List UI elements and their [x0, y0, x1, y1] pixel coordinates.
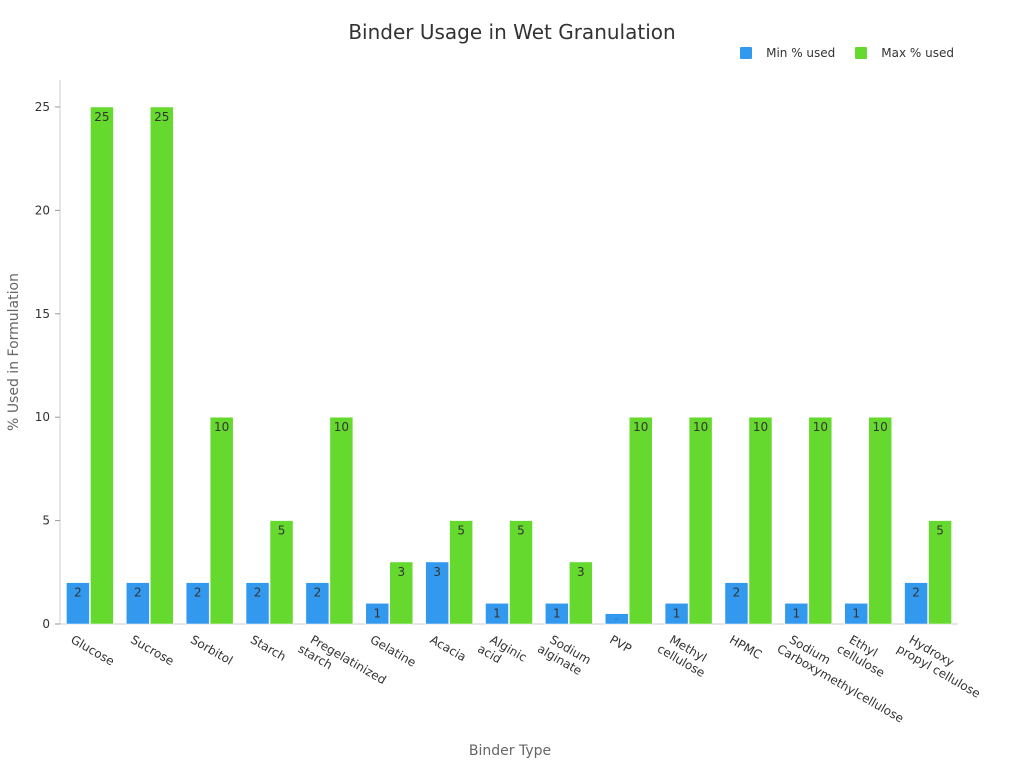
data-label: 2: [314, 586, 322, 600]
data-label: 25: [94, 110, 109, 124]
bar-max: [389, 561, 414, 625]
bar-max: [90, 106, 114, 625]
x-tick-label-line: Acacia: [428, 632, 469, 664]
data-label: 10: [214, 420, 229, 434]
x-tick-label-line: PVP: [607, 632, 634, 655]
x-tick-label: Sucrose: [128, 632, 176, 668]
bar-max: [209, 416, 234, 625]
y-tick-label: 5: [42, 514, 50, 528]
bar-max: [449, 520, 473, 625]
x-tick-label: Ethylcellulose: [835, 629, 895, 680]
legend-swatch-min: [740, 47, 753, 59]
legend-item-min[interactable]: Min % used: [740, 46, 835, 60]
bar-max: [329, 416, 354, 625]
x-axis-title: Binder Type: [469, 743, 551, 759]
data-label: 3: [433, 565, 441, 579]
data-label: 2: [74, 586, 82, 600]
bar-min: [425, 561, 449, 625]
data-label: 1: [553, 606, 561, 620]
legend-label-max: Max % used: [881, 46, 954, 60]
bar-min: [904, 582, 928, 625]
data-label: 5: [278, 524, 286, 538]
bar-max: [868, 416, 892, 625]
bar-min: [365, 603, 390, 625]
data-label: 1: [373, 606, 381, 620]
chart-title: Binder Usage in Wet Granulation: [348, 20, 676, 44]
data-label: 3: [577, 565, 585, 579]
legend-item-max[interactable]: Max % used: [855, 46, 954, 60]
x-tick-label-line: Sorbitol: [188, 632, 235, 667]
bar-max: [509, 520, 533, 625]
x-tick-label: Starch: [248, 632, 288, 663]
x-tick-label: Gelatine: [368, 632, 419, 669]
bar-min: [545, 603, 569, 625]
legend: Min % used Max % used: [740, 46, 954, 60]
x-tick-label: Methylcellulose: [655, 629, 715, 680]
x-tick-label: Acacia: [428, 632, 469, 664]
bar-min: [126, 582, 150, 625]
x-tick-label: Sodiumalginate: [535, 629, 593, 679]
data-label: 2: [254, 586, 262, 600]
bar-max: [748, 416, 773, 625]
bar-min: [305, 582, 330, 625]
data-label: 2: [912, 586, 920, 600]
data-label: 2: [134, 586, 142, 600]
x-tick-label: Hydroxypropyl cellulose: [894, 629, 989, 700]
data-label: 10: [873, 420, 888, 434]
data-label: 25: [154, 110, 169, 124]
bar-max: [628, 416, 653, 625]
data-label: 1: [673, 606, 681, 620]
data-label: 5: [936, 524, 944, 538]
y-tick-label: 10: [35, 410, 50, 424]
data-label: 10: [753, 420, 768, 434]
bar-min: [485, 603, 509, 625]
x-tick-label-line: Glucose: [68, 632, 116, 668]
data-label: 10: [334, 420, 349, 434]
data-label: 10: [813, 420, 828, 434]
data-label: 1: [793, 606, 801, 620]
bar-min: [784, 603, 809, 625]
data-label: 1: [493, 606, 501, 620]
x-tick-label-line: Starch: [248, 632, 288, 663]
y-tick-label: 25: [35, 100, 50, 114]
bar-max: [269, 520, 294, 625]
bar-min: [185, 582, 210, 625]
data-label: 10: [633, 420, 648, 434]
data-label: 10: [693, 420, 708, 434]
y-tick-label: 20: [35, 203, 50, 217]
bar-min: [844, 603, 868, 625]
x-tick-label-line: HPMC: [727, 632, 764, 662]
x-tick-label: Sorbitol: [188, 632, 235, 667]
bar-max: [928, 520, 952, 625]
y-tick-label: 0: [42, 617, 50, 631]
x-tick-label: PVP: [607, 632, 634, 655]
bar-max: [808, 416, 833, 625]
x-tick-label: Glucose: [68, 632, 116, 668]
data-label: 2: [733, 586, 741, 600]
bar-max: [688, 416, 713, 625]
bar-min: [66, 582, 90, 625]
x-tick-label-line: Sucrose: [128, 632, 176, 668]
x-tick-label: Alginicacid: [475, 629, 529, 676]
data-label: 1: [852, 606, 860, 620]
x-tick-label: HPMC: [727, 632, 764, 662]
y-axis-title: % Used in Formulation: [6, 273, 22, 431]
data-label: 3: [397, 565, 405, 579]
bar-min: [664, 603, 689, 625]
data-label: ..: [615, 615, 619, 622]
x-tick-label-line: Gelatine: [368, 632, 419, 669]
data-label: 5: [517, 524, 525, 538]
legend-swatch-max: [855, 47, 868, 59]
legend-label-min: Min % used: [766, 46, 836, 60]
bar-max: [150, 106, 174, 625]
bar-min: [724, 582, 749, 625]
bar-min: [604, 613, 629, 625]
data-label: 2: [194, 586, 202, 600]
bar-max: [569, 561, 593, 625]
bar-min: [245, 582, 270, 625]
y-tick-label: 15: [35, 307, 50, 321]
data-label: 5: [457, 524, 465, 538]
